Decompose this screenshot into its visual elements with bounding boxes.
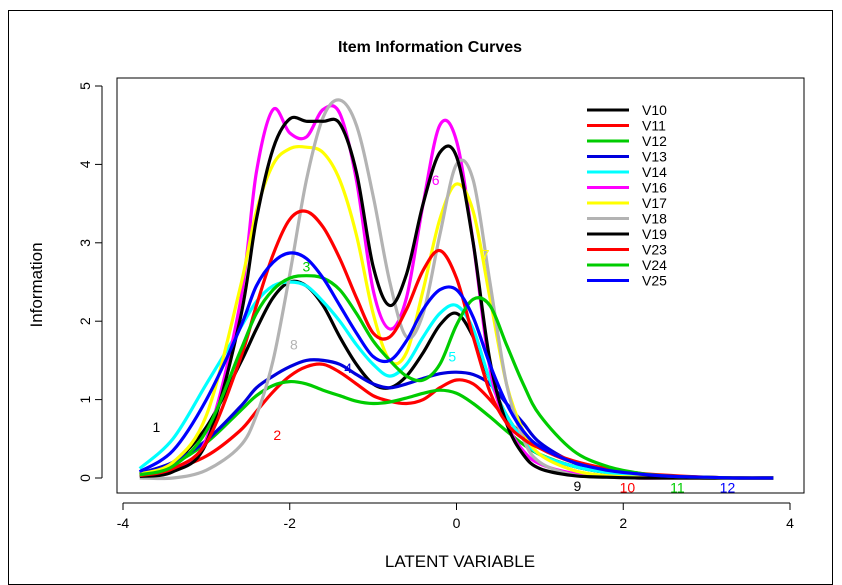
curves-group (138, 98, 774, 481)
y-axis-label: Information (27, 242, 46, 327)
y-tick-label: 0 (77, 474, 93, 482)
curve-number-label: 9 (573, 478, 581, 494)
legend-label: V13 (642, 149, 667, 165)
x-axis-label: LATENT VARIABLE (385, 552, 535, 570)
y-tick-label: 3 (77, 239, 93, 247)
curve-number-label: 1 (152, 419, 160, 435)
curve-number-label: 2 (273, 427, 281, 443)
curve-v12 (139, 379, 774, 480)
legend-label: V10 (642, 102, 667, 118)
curve-number-label: 8 (290, 337, 298, 353)
legend-label: V17 (642, 195, 667, 211)
curve-number-label: 3 (303, 258, 311, 274)
curve-number-label: 12 (720, 479, 736, 495)
curve-number-label: 4 (344, 360, 352, 376)
legend-label: V18 (642, 211, 667, 227)
curve-v14 (138, 280, 774, 480)
x-tick-label: 2 (619, 515, 627, 531)
curve-v25 (138, 251, 774, 480)
curve-number-label: 6 (432, 172, 440, 188)
legend-label: V12 (642, 133, 667, 149)
curve-v24 (139, 274, 774, 480)
y-axis: 0 1 2 3 4 5 (77, 82, 103, 482)
y-tick-label: 4 (77, 160, 93, 168)
curve-number-label: 7 (482, 247, 490, 263)
legend-label: V23 (642, 242, 667, 258)
y-tick-label: 1 (77, 395, 93, 403)
legend-label: V19 (642, 226, 667, 242)
y-tick-label: 5 (77, 82, 93, 90)
curve-number-label: 5 (448, 348, 456, 364)
x-tick-label: -2 (284, 515, 297, 531)
plot-box (116, 77, 805, 494)
x-tick-label: 0 (453, 515, 461, 531)
curve-number-label: 10 (620, 479, 636, 495)
legend-label: V25 (642, 273, 667, 289)
x-tick-label: -4 (117, 515, 130, 531)
x-tick-label: 4 (786, 515, 794, 531)
legend-label: V24 (642, 257, 667, 273)
y-tick-label: 2 (77, 317, 93, 325)
chart-title: Item Information Curves (338, 39, 522, 56)
legend-label: V11 (642, 118, 666, 134)
curve-number-label: 11 (670, 479, 685, 495)
curve-v19 (139, 115, 774, 480)
legend-label: V14 (642, 164, 667, 180)
curve-v11 (139, 362, 774, 480)
x-axis: -4 -2 0 2 4 (117, 502, 794, 531)
legend-label: V16 (642, 180, 667, 196)
